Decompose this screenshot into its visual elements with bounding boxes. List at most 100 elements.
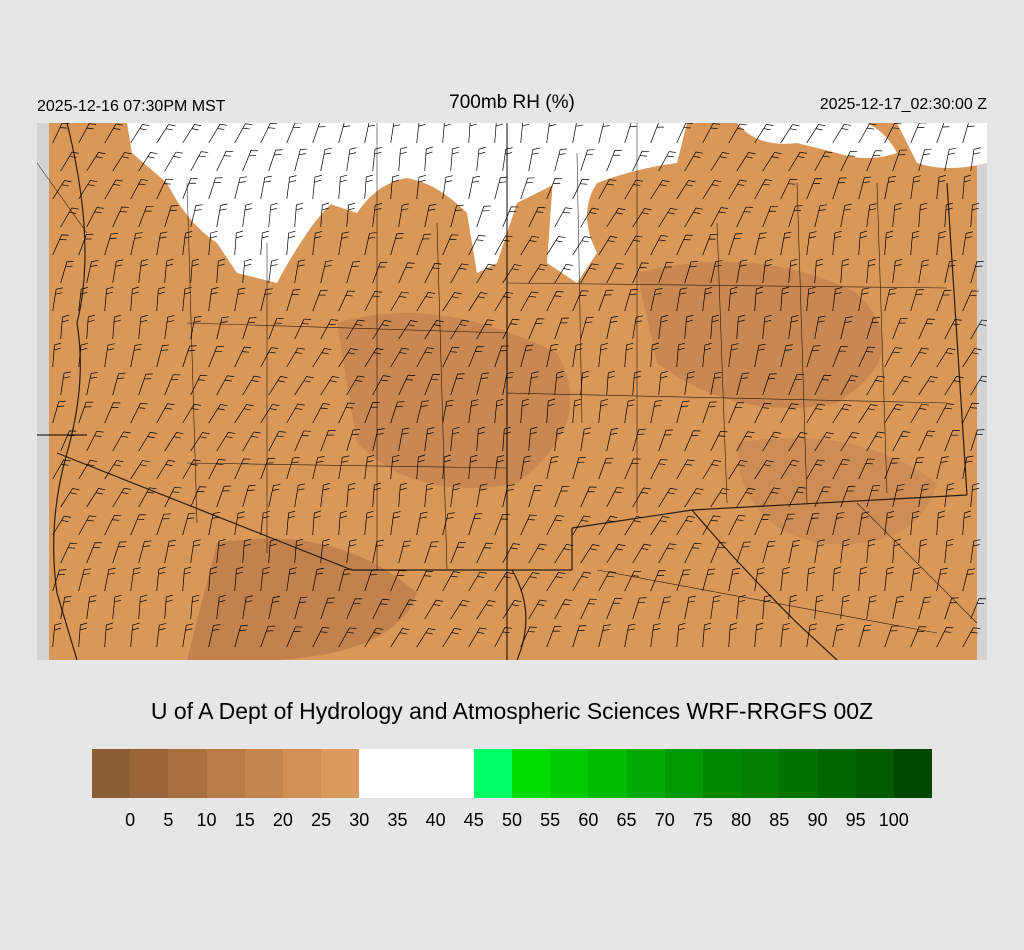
wind-barb — [684, 430, 701, 452]
wind-barb — [130, 514, 147, 536]
wind-barb — [936, 510, 946, 536]
wind-barb — [962, 231, 974, 256]
wind-barb — [260, 230, 270, 256]
wind-barb — [242, 484, 256, 508]
wind-barb — [528, 147, 540, 172]
wind-barb — [710, 542, 727, 564]
wind-barb — [182, 512, 196, 536]
wind-barb — [268, 484, 281, 508]
wind-barb — [728, 286, 738, 312]
wind-barb — [684, 151, 703, 172]
wind-barb — [650, 623, 661, 648]
wind-barb — [918, 538, 928, 564]
wind-barb — [476, 600, 496, 620]
wind-barb — [780, 286, 790, 312]
wind-barb — [416, 511, 428, 536]
legend-tick-label: 45 — [463, 810, 484, 830]
wind-barb — [606, 544, 626, 564]
wind-barb — [286, 289, 301, 312]
humidity-map — [37, 123, 987, 660]
wind-barb — [884, 458, 900, 480]
legend-tick-label: 80 — [731, 810, 752, 830]
wind-barb — [762, 487, 781, 508]
wind-barb — [762, 259, 773, 284]
credit-line: U of A Dept of Hydrology and Atmospheric… — [150, 698, 874, 724]
wind-barb — [866, 203, 877, 228]
legend-swatch — [817, 749, 856, 798]
wind-barb — [788, 374, 804, 396]
wind-barb — [884, 566, 894, 592]
wind-barb — [476, 372, 490, 396]
wind-barb — [156, 286, 166, 312]
wind-barb — [814, 315, 826, 340]
wind-barb — [234, 404, 254, 424]
wind-barb — [788, 487, 806, 508]
wind-barb — [442, 346, 460, 368]
wind-barb — [234, 176, 248, 200]
wind-barb — [346, 202, 356, 228]
wind-barb — [624, 288, 638, 312]
wind-barb — [268, 202, 278, 228]
wind-barb — [364, 627, 384, 648]
wind-barb — [494, 176, 508, 200]
wind-barb — [138, 206, 154, 228]
wind-barb — [476, 542, 494, 564]
wind-barb — [346, 429, 361, 452]
wind-barb — [546, 398, 556, 424]
wind-barb — [346, 147, 357, 172]
wind-barb — [936, 567, 948, 592]
wind-barb — [554, 207, 573, 228]
wind-barb — [156, 403, 175, 424]
wind-barb — [710, 151, 730, 172]
wind-barb — [580, 544, 600, 564]
wind-barb — [494, 345, 509, 368]
wind-barb — [788, 205, 803, 228]
wind-barb — [268, 595, 281, 620]
wind-barb — [502, 147, 513, 172]
wind-barb — [268, 149, 283, 172]
wind-barb — [910, 230, 920, 256]
chart-title: 700mb RH (%) — [449, 92, 575, 113]
wind-barb — [832, 123, 852, 144]
wind-barb — [390, 291, 409, 312]
wind-barb — [268, 538, 278, 564]
wind-barb — [294, 538, 304, 564]
legend-swatch — [282, 749, 322, 798]
wind-barb — [338, 402, 355, 424]
wind-barb — [502, 543, 521, 564]
wind-barb — [104, 567, 116, 592]
wind-barb — [936, 174, 946, 200]
wind-barb — [736, 372, 750, 396]
wind-barb — [780, 566, 790, 592]
wind-barb — [710, 488, 730, 508]
wind-barb — [936, 289, 952, 312]
wind-barb — [182, 345, 197, 368]
wind-barb — [234, 123, 253, 144]
wind-barb — [60, 207, 79, 228]
wind-barb — [572, 625, 587, 648]
wind-barb — [502, 206, 519, 228]
wind-barb — [182, 286, 192, 312]
wind-barb — [156, 124, 176, 144]
wind-barb — [788, 315, 799, 340]
wind-barb — [242, 595, 254, 620]
legend-swatch — [321, 749, 360, 798]
wind-barb — [164, 539, 176, 564]
wind-barb — [554, 148, 568, 172]
wind-barb — [164, 315, 175, 340]
valid-time-label: 2025-12-17_02:30:00 Z — [819, 96, 987, 113]
wind-barb — [312, 347, 332, 368]
wind-barb — [520, 514, 537, 536]
wind-barb — [702, 515, 721, 536]
wind-barb — [598, 398, 608, 424]
wind-barb — [416, 233, 432, 256]
wind-barb — [294, 202, 304, 228]
wind-barb — [86, 542, 103, 564]
wind-barb — [598, 457, 614, 480]
wind-barb — [676, 123, 693, 144]
wind-barb — [52, 123, 70, 144]
wind-barb — [216, 485, 232, 508]
wind-barb — [572, 571, 591, 592]
wind-barb — [858, 230, 868, 256]
wind-barb — [268, 376, 288, 396]
